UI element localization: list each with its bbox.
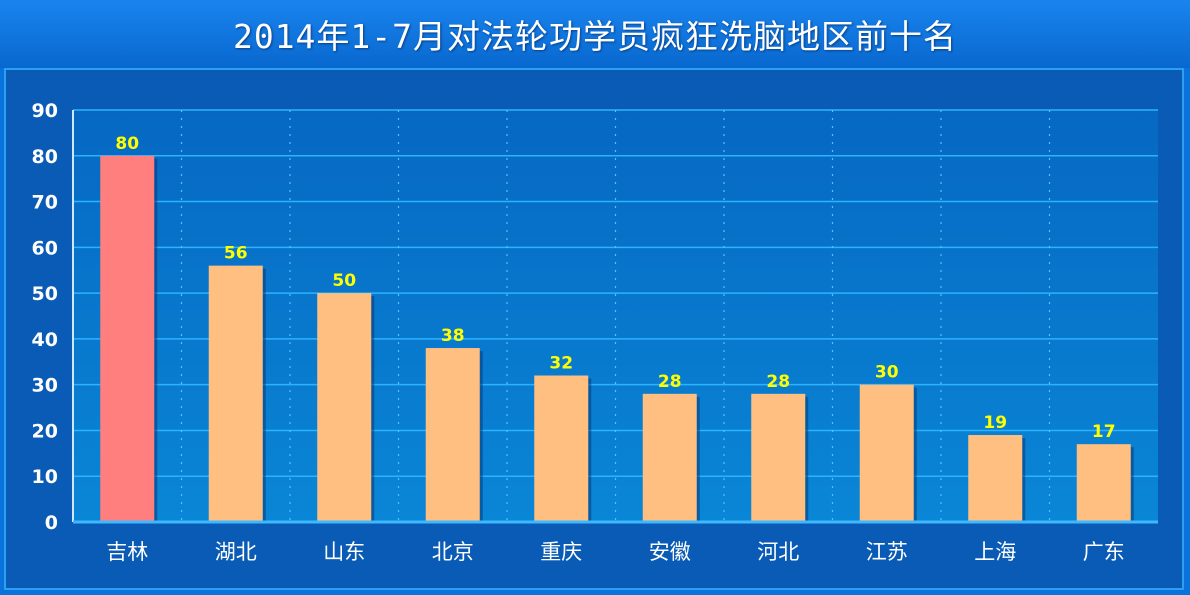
y-tick-label: 70 [32,192,58,214]
x-tick-label: 北京 [432,540,474,564]
bar [1076,444,1131,522]
y-tick-label: 20 [32,420,58,442]
bar [751,393,806,522]
y-tick-label: 40 [32,329,58,351]
x-tick-label: 吉林 [106,540,148,564]
x-tick-label: 上海 [974,540,1016,564]
x-tick-label: 安徽 [649,540,691,564]
data-label: 50 [332,271,356,291]
x-tick-label: 广东 [1083,540,1125,564]
y-tick-label: 30 [32,375,58,397]
x-tick-label: 河北 [757,540,799,564]
y-tick-label: 0 [45,512,58,534]
title-bar: 2014年1-7月对法轮功学员疯狂洗脑地区前十名 [0,0,1190,68]
bar [100,155,155,522]
bar [534,375,589,522]
bar [968,435,1023,522]
bar [859,384,914,522]
data-label: 28 [658,372,682,392]
bar [208,265,263,522]
x-tick-label: 重庆 [540,540,582,564]
y-tick-label: 80 [32,146,58,168]
data-label: 56 [224,244,248,264]
y-tick-label: 90 [32,100,58,122]
data-label: 80 [115,134,139,154]
data-label: 19 [983,413,1007,433]
data-label: 32 [549,354,573,374]
data-label: 38 [441,326,465,346]
bar [317,293,372,522]
data-label: 17 [1092,422,1116,442]
x-tick-label: 湖北 [215,540,257,564]
y-tick-label: 60 [32,237,58,259]
x-tick-label: 山东 [323,540,365,564]
x-tick-label: 江苏 [866,540,908,564]
chart-title: 2014年1-7月对法轮功学员疯狂洗脑地区前十名 [232,17,958,56]
bar [642,393,697,522]
data-label: 30 [875,363,899,383]
bar [425,348,480,522]
y-tick-label: 50 [32,283,58,305]
data-label: 28 [766,372,790,392]
y-tick-label: 10 [32,466,58,488]
